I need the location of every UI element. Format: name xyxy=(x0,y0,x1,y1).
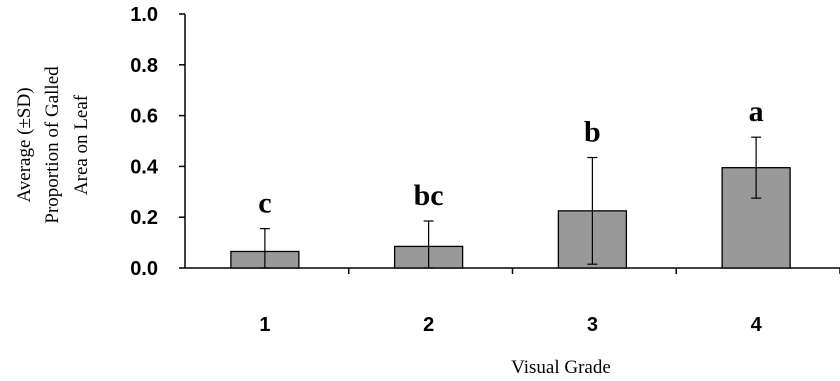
error-bars xyxy=(259,136,762,269)
y-tick-labels: 0.0 0.2 0.4 0.6 0.8 1.0 xyxy=(130,4,159,280)
y-axis-title-line-2: Proportion of Galled xyxy=(42,66,63,224)
y-tick-label: 1.0 xyxy=(130,4,158,26)
y-tick-label: 0.2 xyxy=(130,207,158,229)
y-tick-label: 0.0 xyxy=(130,258,158,280)
bars xyxy=(230,167,791,269)
y-axis-title-line-1: Average (±SD) xyxy=(14,87,35,202)
x-tick-label: 2 xyxy=(423,314,434,336)
y-axis-title: Average (±SD) Proportion of Galled Area … xyxy=(14,66,92,224)
x-tick-label: 4 xyxy=(751,314,763,336)
x-tick-labels: 1 2 3 4 xyxy=(259,314,762,336)
y-tick-label: 0.4 xyxy=(130,156,159,178)
y-axis-title-line-3: Area on Leaf xyxy=(71,94,92,195)
x-tick-label: 3 xyxy=(587,314,598,336)
y-tick-label: 0.6 xyxy=(130,106,158,128)
significance-letter: bc xyxy=(414,179,444,212)
y-tick-label: 0.8 xyxy=(130,55,158,77)
significance-letters: c bc b a xyxy=(258,95,763,219)
significance-letter: a xyxy=(749,95,764,128)
x-tick-label: 1 xyxy=(259,314,270,336)
significance-letter: b xyxy=(584,116,601,149)
significance-letter: c xyxy=(258,187,271,220)
x-axis-title: Visual Grade xyxy=(511,357,611,378)
